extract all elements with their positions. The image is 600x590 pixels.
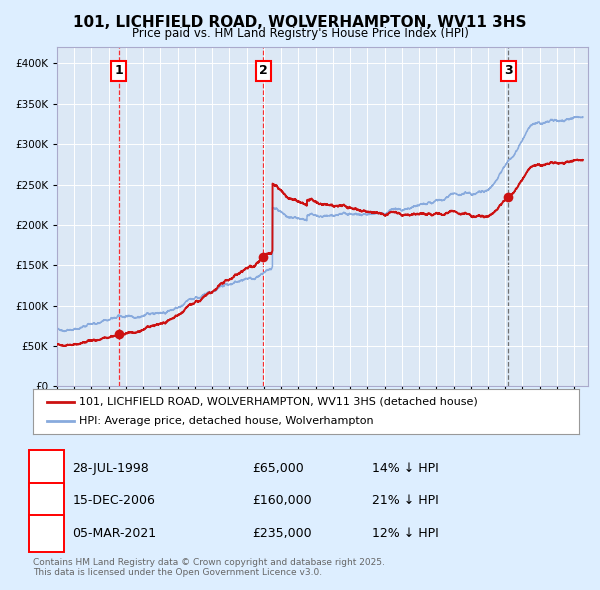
- Text: £160,000: £160,000: [252, 494, 311, 507]
- Text: 3: 3: [504, 64, 512, 77]
- Text: 2: 2: [259, 64, 268, 77]
- Text: 3: 3: [42, 527, 50, 540]
- Text: 14% ↓ HPI: 14% ↓ HPI: [372, 462, 439, 475]
- Text: 1: 1: [114, 64, 123, 77]
- Text: Contains HM Land Registry data © Crown copyright and database right 2025.
This d: Contains HM Land Registry data © Crown c…: [33, 558, 385, 577]
- Text: HPI: Average price, detached house, Wolverhampton: HPI: Average price, detached house, Wolv…: [79, 417, 374, 426]
- Text: 15-DEC-2006: 15-DEC-2006: [73, 494, 155, 507]
- Text: 21% ↓ HPI: 21% ↓ HPI: [372, 494, 439, 507]
- Text: 1: 1: [42, 462, 50, 475]
- Text: £235,000: £235,000: [252, 527, 311, 540]
- Text: Price paid vs. HM Land Registry's House Price Index (HPI): Price paid vs. HM Land Registry's House …: [131, 27, 469, 40]
- Text: 12% ↓ HPI: 12% ↓ HPI: [372, 527, 439, 540]
- Text: 28-JUL-1998: 28-JUL-1998: [73, 462, 149, 475]
- Text: 101, LICHFIELD ROAD, WOLVERHAMPTON, WV11 3HS: 101, LICHFIELD ROAD, WOLVERHAMPTON, WV11…: [73, 15, 527, 30]
- Text: 2: 2: [42, 494, 50, 507]
- Text: £65,000: £65,000: [252, 462, 304, 475]
- Text: 101, LICHFIELD ROAD, WOLVERHAMPTON, WV11 3HS (detached house): 101, LICHFIELD ROAD, WOLVERHAMPTON, WV11…: [79, 397, 478, 407]
- Text: 05-MAR-2021: 05-MAR-2021: [73, 527, 157, 540]
